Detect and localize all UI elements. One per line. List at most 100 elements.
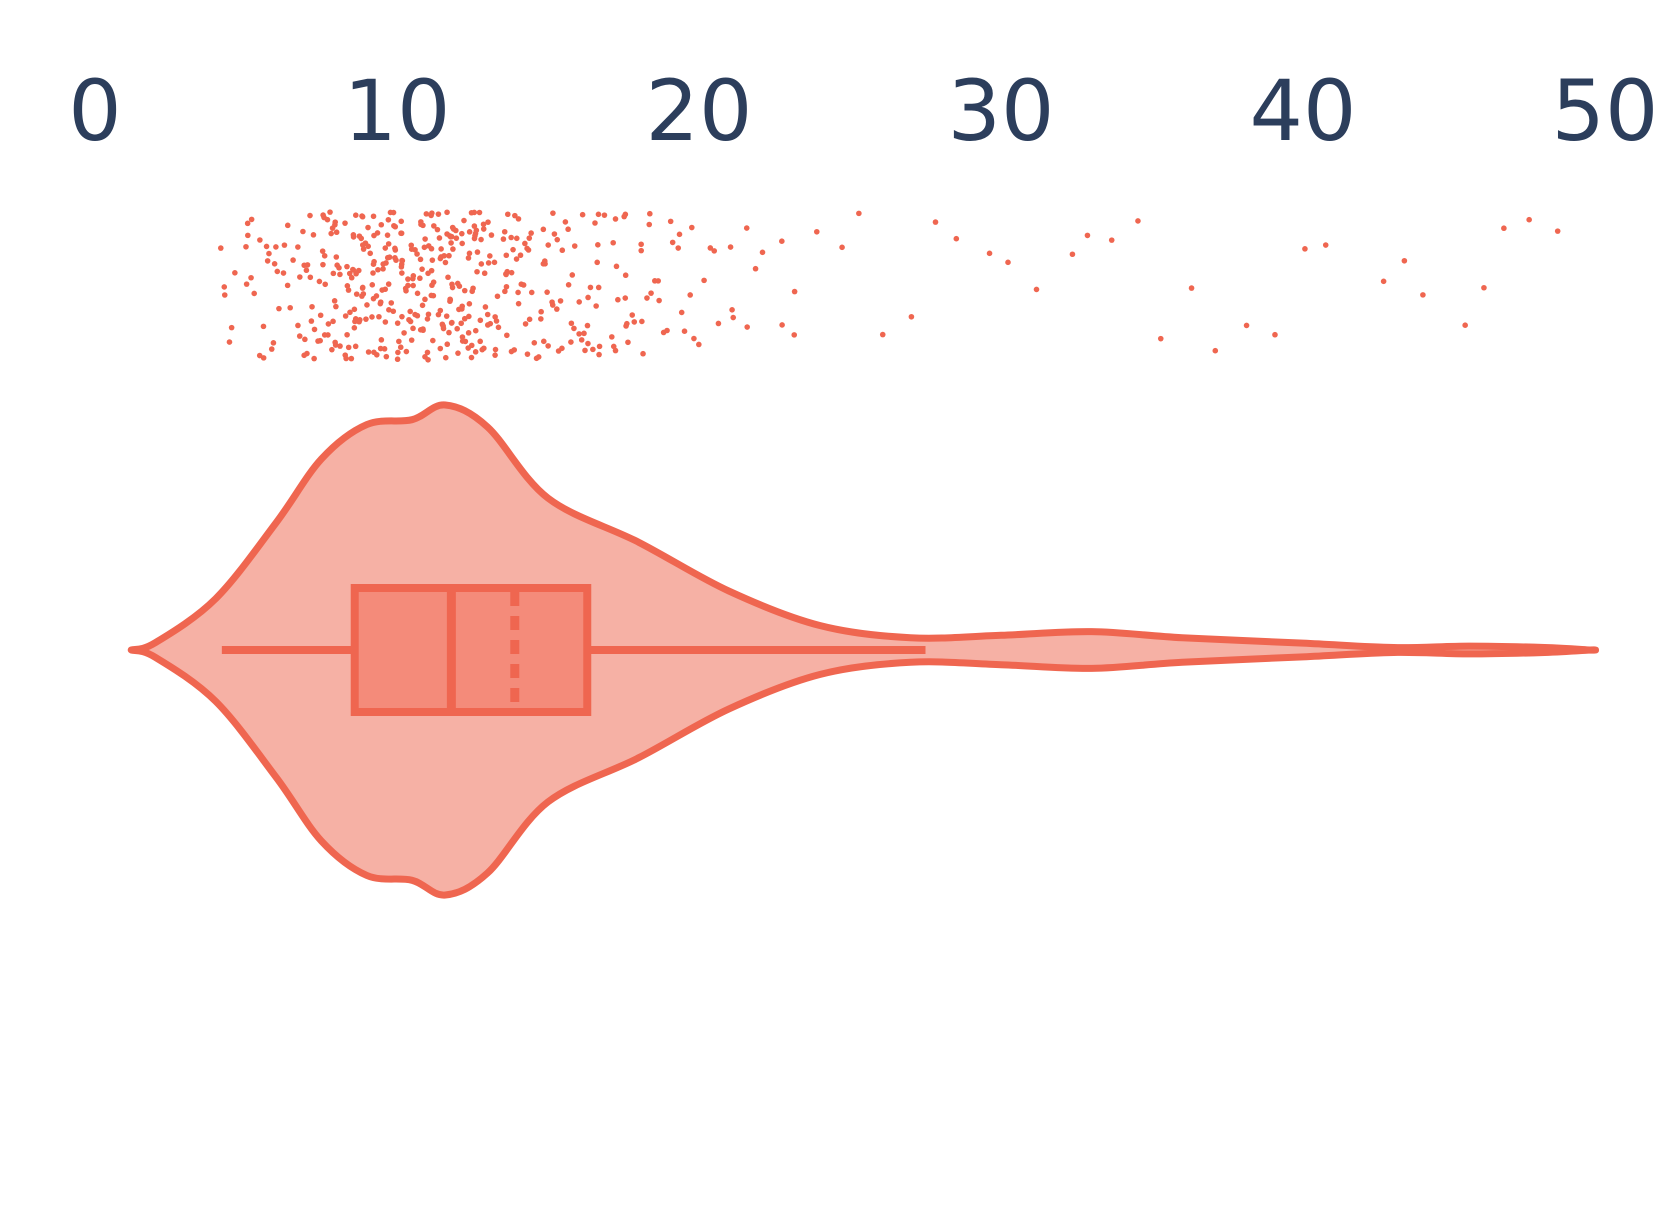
strip-point xyxy=(479,346,486,353)
strip-point xyxy=(273,244,279,250)
strip-point xyxy=(471,209,478,216)
strip-point xyxy=(839,244,845,251)
strip-point xyxy=(425,356,431,363)
strip-point xyxy=(639,318,645,325)
strip-point xyxy=(332,219,339,225)
strip-point xyxy=(380,261,386,267)
strip-point xyxy=(414,251,420,257)
strip-point xyxy=(472,327,479,334)
strip-point xyxy=(264,258,271,264)
strip-point xyxy=(562,219,569,225)
strip-point xyxy=(908,313,915,320)
strip-point xyxy=(419,266,425,272)
strip-point xyxy=(510,246,516,253)
strip-point xyxy=(596,351,602,358)
strip-point xyxy=(383,353,390,360)
strip-point xyxy=(276,305,282,312)
strip-point xyxy=(541,258,548,264)
strip-point xyxy=(353,270,359,277)
strip-point xyxy=(459,230,465,237)
strip-point xyxy=(370,213,377,220)
strip-point xyxy=(388,300,395,306)
strip-point xyxy=(352,343,359,350)
strip-point xyxy=(571,243,578,249)
strip-point xyxy=(528,230,534,236)
strip-point xyxy=(622,295,629,301)
strip-point xyxy=(744,324,750,330)
strip-point xyxy=(715,320,722,327)
x-tick-label: 30 xyxy=(948,62,1055,160)
strip-point xyxy=(307,274,314,281)
strip-point xyxy=(414,312,421,319)
strip-point xyxy=(348,274,355,281)
strip-point xyxy=(429,257,436,263)
strip-point xyxy=(759,249,766,256)
strip-point xyxy=(394,356,401,363)
strip-point xyxy=(638,241,644,248)
strip-point xyxy=(468,354,475,361)
strip-point xyxy=(297,274,303,280)
strip-point xyxy=(260,323,267,330)
strip-point xyxy=(953,235,960,242)
strip-point xyxy=(308,318,315,324)
strip-point xyxy=(268,346,275,352)
strip-point xyxy=(405,276,411,282)
strip-point xyxy=(687,292,693,298)
strip-point xyxy=(390,308,397,315)
strip-point xyxy=(569,272,576,278)
box-plot xyxy=(221,584,926,716)
strip-point xyxy=(545,242,552,248)
strip-point xyxy=(503,283,510,290)
strip-point xyxy=(474,249,481,255)
strip-point xyxy=(522,240,528,247)
strip-point xyxy=(317,312,324,319)
strip-point xyxy=(385,241,392,247)
iqr-box xyxy=(350,584,592,716)
strip-point xyxy=(385,216,392,223)
strip-point xyxy=(393,257,399,263)
strip-point xyxy=(458,320,465,327)
strip-point xyxy=(515,289,521,296)
strip-point xyxy=(301,262,308,269)
strip-point xyxy=(480,226,487,232)
strip-point xyxy=(495,324,502,331)
strip-point xyxy=(257,237,263,243)
strip-point xyxy=(417,327,424,333)
strip-point xyxy=(689,224,695,231)
strip-point xyxy=(579,211,586,218)
strip-point xyxy=(422,296,428,303)
strip-point xyxy=(631,319,638,325)
strip-point xyxy=(491,259,498,266)
strip-point xyxy=(442,259,449,266)
strip-point xyxy=(610,239,616,246)
strip-point xyxy=(691,335,697,342)
strip-point xyxy=(528,289,535,296)
strip-point xyxy=(453,227,459,234)
strip-point xyxy=(595,284,602,291)
strip-point xyxy=(594,259,600,266)
strip-point xyxy=(471,223,478,229)
strip-point xyxy=(431,223,437,229)
strip-point xyxy=(585,294,591,301)
strip-point xyxy=(217,245,224,251)
strip-point xyxy=(538,308,544,315)
strip-point xyxy=(517,252,524,259)
strip-point xyxy=(584,322,591,329)
strip-point xyxy=(387,209,394,216)
strip-point xyxy=(476,209,483,216)
strip-point xyxy=(263,243,270,250)
strip-point xyxy=(226,339,233,345)
strip-point xyxy=(333,254,340,260)
strip-point xyxy=(1302,246,1308,252)
strip-point xyxy=(449,319,455,326)
strip-point xyxy=(408,242,415,249)
strip-point xyxy=(1188,285,1195,291)
strip-point xyxy=(647,210,653,217)
strip-point xyxy=(522,321,529,327)
strip-point xyxy=(581,330,587,337)
strip-point xyxy=(582,347,588,354)
strip-point xyxy=(622,272,629,279)
strip-point xyxy=(644,295,650,301)
strip-point xyxy=(625,339,631,346)
